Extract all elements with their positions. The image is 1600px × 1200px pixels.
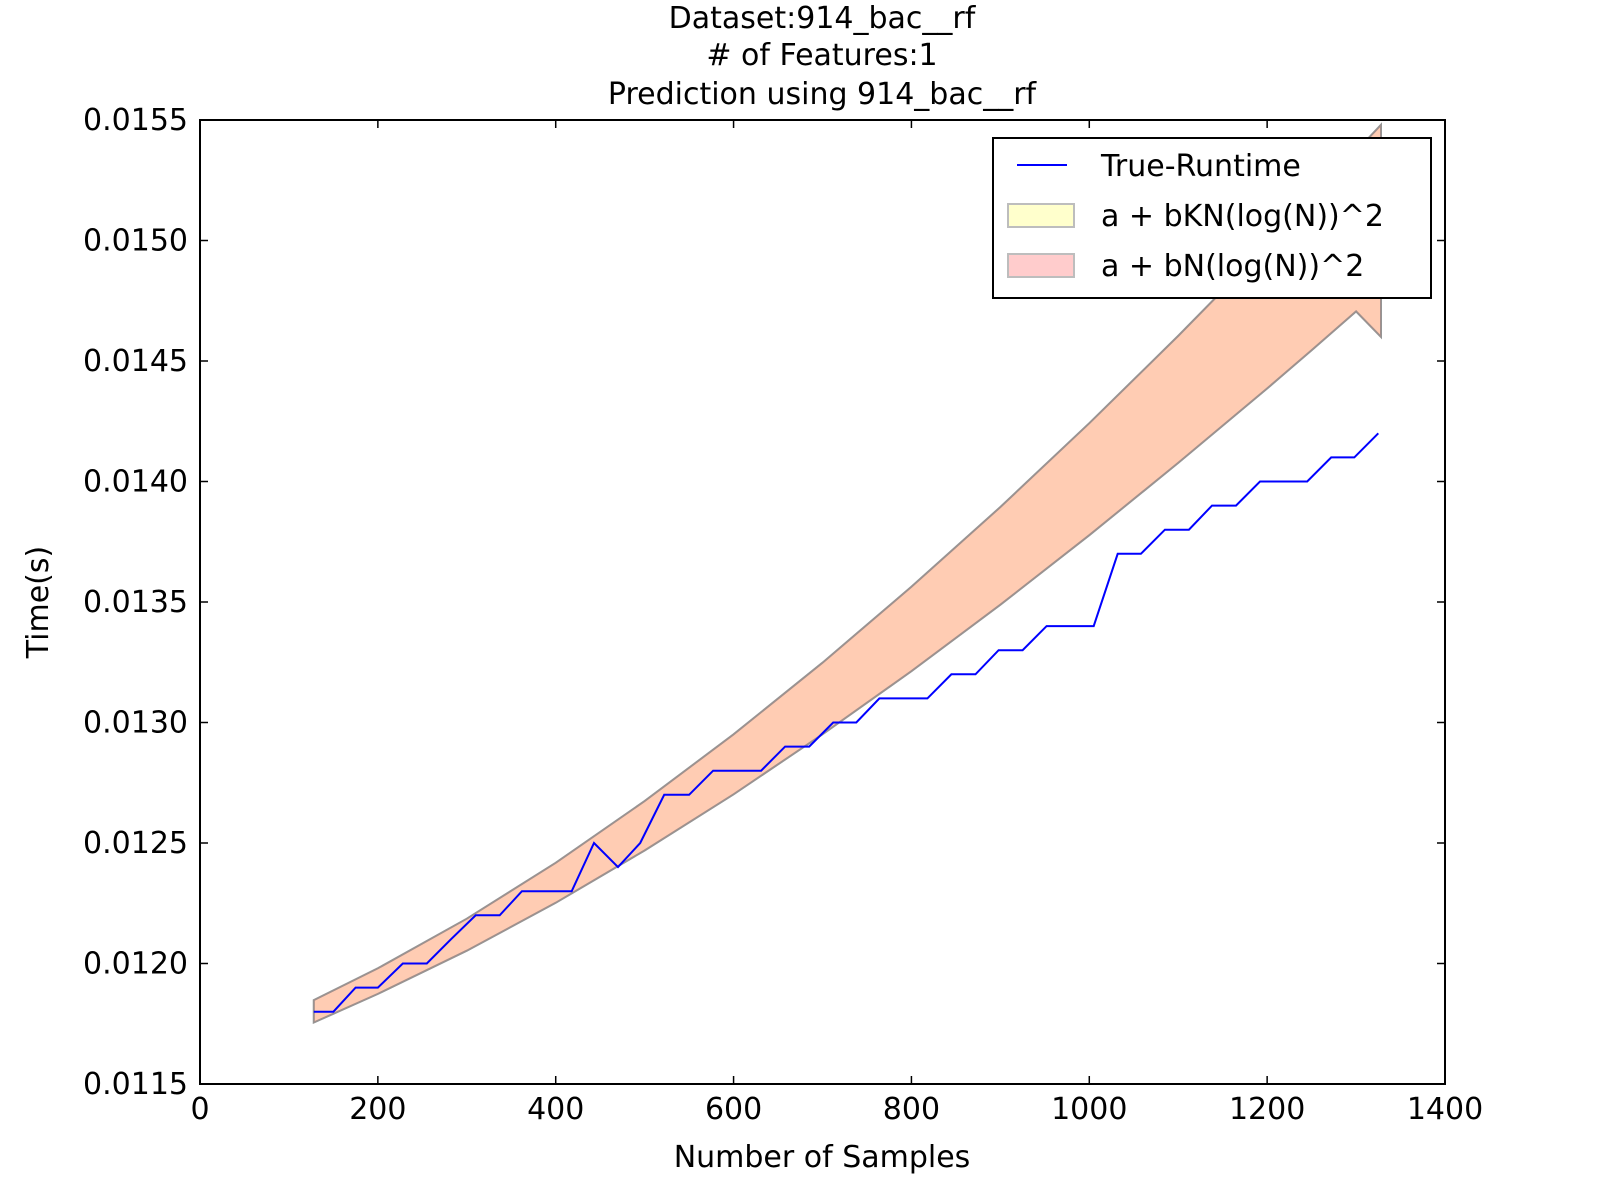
y-tick-label: 0.0115	[83, 1067, 188, 1102]
chart-title: Dataset:914_bac__rf # of Features:1 Pred…	[608, 1, 1038, 112]
true-runtime-line	[313, 432, 1380, 1013]
x-axis-label: Number of Samples	[674, 1140, 971, 1175]
x-tick-label: 400	[527, 1092, 584, 1127]
x-tick-label: 0	[190, 1092, 209, 1127]
x-tick-label: 600	[705, 1092, 762, 1127]
band-series-2	[312, 122, 1382, 1025]
x-tick-label: 1000	[1051, 1092, 1127, 1127]
legend-swatch-bn-model	[1007, 253, 1075, 278]
y-axis: 0.0115 0.0120 0.0125 0.0130 0.0135 0.0140 0.01…	[83, 103, 1445, 1102]
plot-series	[312, 122, 1382, 1025]
y-tick-label: 0.0140	[83, 465, 188, 500]
x-tick-label: 1400	[1407, 1092, 1483, 1127]
title-line-2: # of Features:1	[706, 38, 937, 73]
x-tick-label: 1200	[1229, 1092, 1305, 1127]
legend-label-true-runtime: True-Runtime	[1100, 149, 1301, 184]
x-axis: 0 200 400 600 800 1000 1200 1400	[190, 120, 1483, 1127]
x-tick-label: 800	[883, 1092, 940, 1127]
title-line-3: Prediction using 914_bac__rf	[608, 77, 1038, 112]
y-tick-label: 0.0130	[83, 706, 188, 741]
y-tick-label: 0.0155	[83, 103, 188, 138]
y-tick-label: 0.0120	[83, 947, 188, 982]
y-tick-label: 0.0125	[83, 826, 188, 861]
legend-swatch-bkn-model	[1007, 203, 1075, 228]
y-tick-label: 0.0135	[83, 585, 188, 620]
legend: True-Runtime a + bKN(log(N))^2 a + bN(lo…	[992, 137, 1432, 299]
title-line-1: Dataset:914_bac__rf	[669, 1, 977, 36]
y-tick-label: 0.0150	[83, 224, 188, 259]
legend-label-bn-model: a + bN(log(N))^2	[1101, 249, 1364, 284]
legend-label-bkn-model: a + bKN(log(N))^2	[1101, 199, 1384, 234]
y-tick-label: 0.0145	[83, 344, 188, 379]
x-tick-label: 200	[349, 1092, 406, 1127]
y-axis-label: Time(s)	[21, 546, 56, 659]
